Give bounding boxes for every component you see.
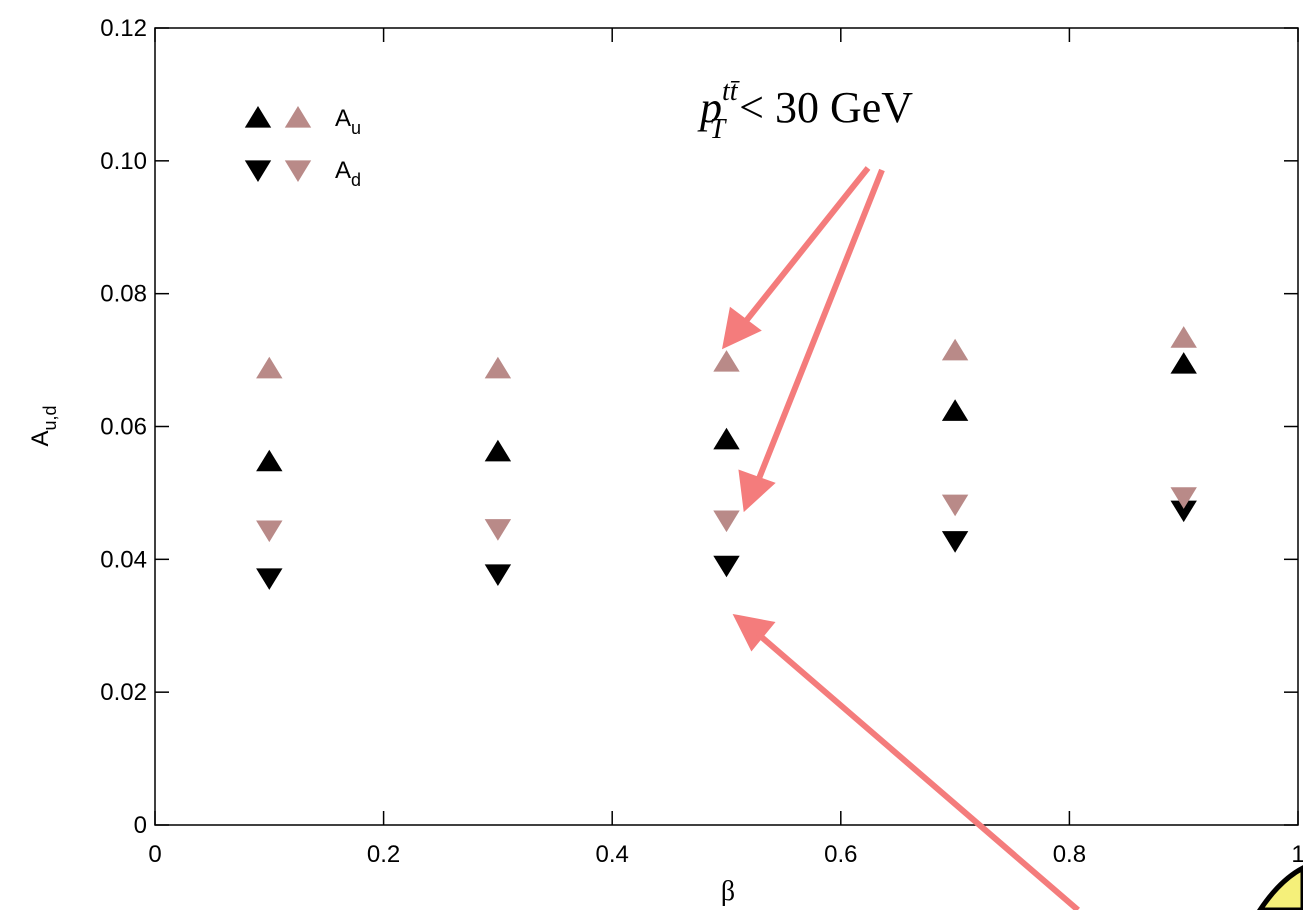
- annotation-base: p: [697, 83, 722, 132]
- annotation-text: < 30 GeV: [739, 83, 913, 132]
- marker: [941, 338, 969, 361]
- marker: [713, 555, 740, 578]
- legend-label: Au: [335, 105, 361, 138]
- marks: [256, 326, 1197, 590]
- marker: [1170, 326, 1197, 348]
- marker: [713, 427, 740, 450]
- y-axis-label-main: A: [27, 431, 54, 447]
- marker: [484, 356, 512, 379]
- x-axis-label: β: [721, 876, 735, 907]
- marker: [484, 519, 512, 541]
- marker: [713, 350, 740, 372]
- y-tick-label: 0.02: [100, 679, 147, 706]
- legend-marker: [244, 160, 272, 182]
- marker: [1170, 500, 1197, 523]
- y-axis-label: Au,d: [27, 405, 60, 446]
- marker: [1170, 487, 1197, 509]
- marker: [713, 510, 740, 533]
- marker: [941, 531, 969, 553]
- annotation-sub: T: [710, 114, 728, 145]
- legend-marker: [284, 106, 312, 128]
- arrow-head: [732, 613, 776, 652]
- marker: [256, 568, 283, 590]
- legend-marker: [244, 106, 272, 128]
- annotation-sup: tt̄: [722, 76, 740, 107]
- x-tick-label: 1: [1291, 841, 1303, 868]
- x-tick-label: 0.4: [596, 841, 629, 868]
- y-axis-label-sub: u,d: [40, 405, 60, 430]
- plot-frame: [154, 27, 1299, 826]
- x-tick-label: 0.8: [1053, 841, 1086, 868]
- marker: [256, 356, 283, 379]
- marker: [941, 399, 969, 421]
- legend-marker: [284, 160, 312, 182]
- arrow-head: [721, 306, 762, 350]
- legend-label-main: A: [335, 105, 351, 132]
- decoration: [1256, 865, 1303, 910]
- marker: [256, 520, 283, 543]
- arrow: [756, 631, 1080, 910]
- x-tick-label: 0.6: [824, 841, 857, 868]
- x-tick-label: 0: [148, 841, 161, 868]
- legend-label-sub: d: [351, 170, 361, 190]
- marker: [484, 439, 512, 462]
- legend-label: Ad: [335, 157, 361, 190]
- marker: [1170, 352, 1197, 374]
- x-tick-label: 0.2: [367, 841, 400, 868]
- y-tick-label: 0: [134, 812, 147, 839]
- y-tick-label: 0.12: [100, 15, 147, 42]
- arrow: [753, 168, 885, 488]
- y-tick-label: 0.06: [100, 414, 147, 441]
- y-tick-label: 0.04: [100, 546, 147, 573]
- marker: [941, 494, 969, 517]
- marker: [484, 564, 512, 586]
- arrows: [721, 166, 1080, 910]
- legend-label-main: A: [335, 157, 351, 184]
- y-tick-label: 0.10: [100, 148, 147, 175]
- arrow: [739, 166, 871, 328]
- arrow-head: [738, 469, 776, 513]
- y-tick-label: 0.08: [100, 281, 147, 308]
- marker: [256, 449, 283, 472]
- annotation: ptt̄ T < 30 GeV: [697, 76, 913, 145]
- legend-label-sub: u: [351, 118, 361, 138]
